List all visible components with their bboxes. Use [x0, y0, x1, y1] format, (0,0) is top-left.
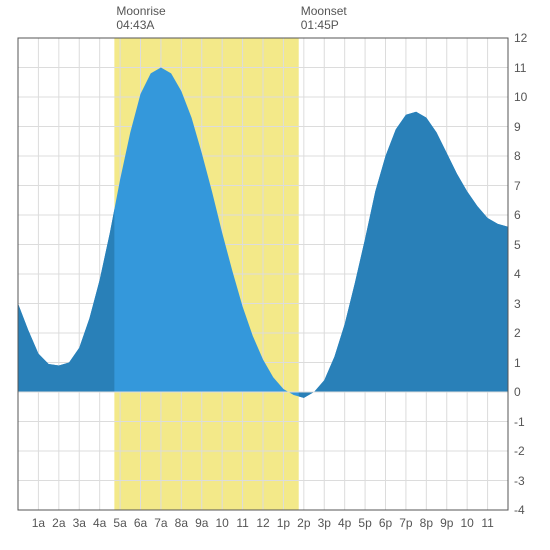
x-tick-label: 3a	[73, 516, 86, 530]
y-tick-label: 10	[514, 90, 527, 104]
y-tick-label: 12	[514, 31, 527, 45]
x-tick-label: 9p	[440, 516, 453, 530]
tide-chart: Moonrise04:43AMoonset01:45P -4-3-2-10123…	[0, 0, 550, 550]
moonrise-annotation: Moonrise04:43A	[116, 4, 165, 33]
y-tick-label: 0	[514, 385, 521, 399]
x-tick-label: 7p	[399, 516, 412, 530]
moonset-annotation: Moonset01:45P	[301, 4, 347, 33]
moonrise-time: 04:43A	[116, 18, 165, 32]
y-tick-label: 7	[514, 179, 521, 193]
x-tick-label: 6p	[379, 516, 392, 530]
x-tick-label: 2p	[297, 516, 310, 530]
x-tick-label: 8a	[175, 516, 188, 530]
y-tick-label: -1	[514, 415, 525, 429]
y-tick-label: -2	[514, 444, 525, 458]
y-tick-label: 3	[514, 297, 521, 311]
x-tick-label: 5a	[113, 516, 126, 530]
x-tick-label: 10	[215, 516, 228, 530]
x-tick-label: 9a	[195, 516, 208, 530]
x-tick-label: 4p	[338, 516, 351, 530]
x-tick-label: 11	[236, 516, 248, 530]
x-tick-label: 6a	[134, 516, 147, 530]
y-tick-label: 4	[514, 267, 521, 281]
x-tick-label: 1p	[277, 516, 290, 530]
y-tick-label: 6	[514, 208, 521, 222]
y-tick-label: -4	[514, 503, 525, 517]
y-tick-label: 8	[514, 149, 521, 163]
x-tick-label: 4a	[93, 516, 106, 530]
x-tick-label: 8p	[420, 516, 433, 530]
moonset-title: Moonset	[301, 4, 347, 18]
x-tick-label: 11	[481, 516, 493, 530]
y-tick-label: 5	[514, 238, 521, 252]
x-tick-label: 5p	[358, 516, 371, 530]
x-tick-label: 1a	[32, 516, 45, 530]
x-tick-label: 10	[460, 516, 473, 530]
x-tick-label: 12	[256, 516, 269, 530]
moonrise-title: Moonrise	[116, 4, 165, 18]
y-tick-label: -3	[514, 474, 525, 488]
plot-area	[0, 0, 550, 550]
y-tick-label: 1	[514, 356, 521, 370]
moonset-time: 01:45P	[301, 18, 347, 32]
y-tick-label: 11	[514, 61, 526, 75]
y-tick-label: 9	[514, 120, 521, 134]
x-tick-label: 2a	[52, 516, 65, 530]
x-tick-label: 3p	[318, 516, 331, 530]
y-tick-label: 2	[514, 326, 521, 340]
x-tick-label: 7a	[154, 516, 167, 530]
